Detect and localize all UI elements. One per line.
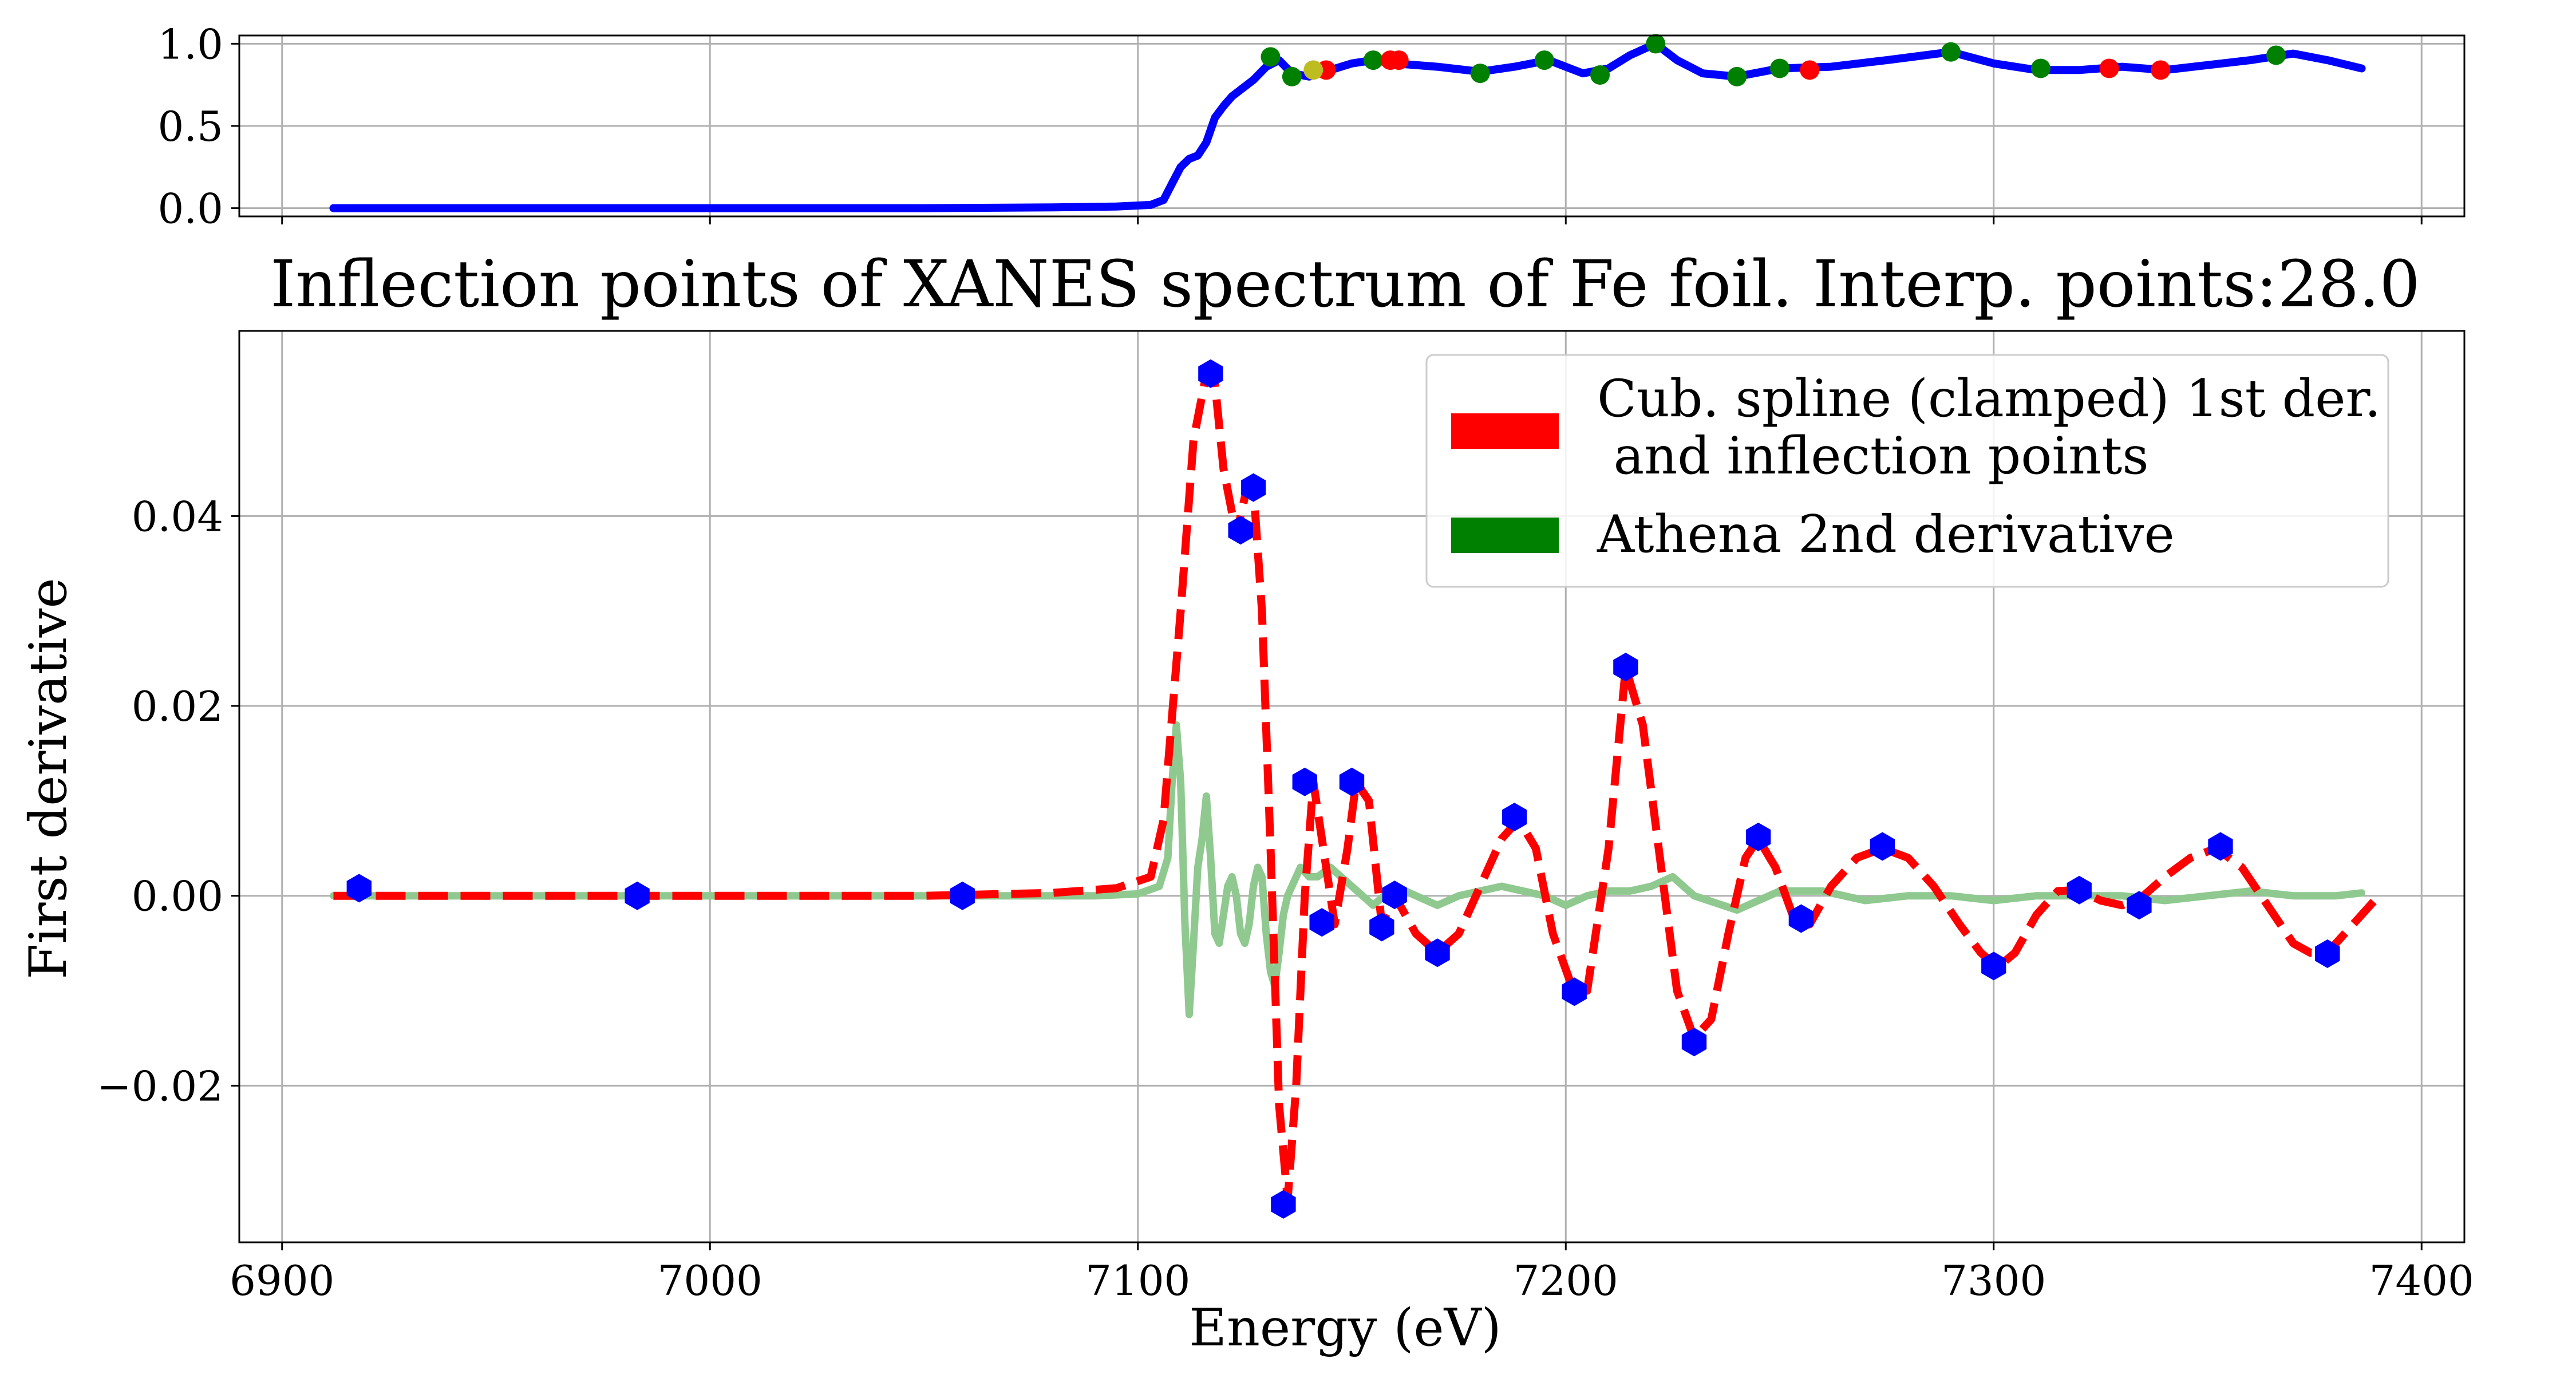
main-y-tick-label: −0.02 [97,1062,223,1110]
inflection-point-marker [2208,832,2233,861]
legend: Cub. spline (clamped) 1st der. and infle… [1425,354,2389,588]
main-axes-frame [238,330,2466,1243]
main-x-tick-label: 7400 [2369,1257,2474,1305]
inflection-point-marker [1746,822,1771,851]
top-y-tick-label: 1.0 [157,20,223,68]
spectrum-marker-point [2030,58,2050,78]
inflection-point-marker [950,881,975,910]
spectrum-marker-point [1303,60,1323,80]
inflection-point-marker [1228,516,1253,545]
main-y-ticks: −0.02 0.00 0.02 0.04 [97,492,239,1110]
inflection-point-marker [1613,653,1638,682]
legend-swatch-athena [1451,518,1559,553]
inflection-point-marker [1870,832,1895,861]
main-x-tick-label: 7200 [1514,1257,1618,1305]
top-points [1261,34,2286,86]
inflection-point-marker [1369,913,1394,942]
inflection-point-marker [1309,908,1334,937]
main-points [346,359,2340,1219]
spectrum-marker-point [1590,65,1610,85]
chart-title: Inflection points of XANES spectrum of F… [270,247,2420,322]
spectrum-marker-point [1389,50,1409,70]
spectrum-marker-point [2266,45,2286,65]
inflection-point-marker [1681,1028,1707,1057]
top-y-ticks: 0.0 0.5 1.0 [157,20,239,233]
spectrum-marker-point [1470,64,1490,84]
main-x-tick-label: 7100 [1085,1257,1190,1305]
spectrum-marker-point [1941,42,1961,62]
spectrum-marker-point [1646,34,1666,54]
athena-second-derivative-line [330,721,2366,1018]
legend-label-athena: Athena 2nd derivative [1597,504,2175,564]
legend-label-spline-line2: and inflection points [1597,426,2149,486]
inflection-point-marker [625,881,650,910]
spectrum-marker-point [1770,58,1789,78]
inflection-point-marker [1382,881,1407,910]
main-x-tick-label: 7300 [1941,1257,2046,1305]
first-derivative-panel: 6900 7000 7100 7200 7300 7400 −0.02 0.00 0.02 0.… [97,330,2474,1305]
inflection-point-marker [1292,767,1317,796]
spectrum-marker-point [1800,60,1820,80]
x-axis-label: Energy (eV) [1189,1298,1502,1358]
top-y-tick-label: 0.0 [157,185,223,233]
spectrum-marker-point [1282,66,1302,86]
inflection-point-marker [1502,803,1527,832]
main-x-tick-label: 7000 [658,1257,762,1305]
spectrum-marker-point [1363,50,1383,70]
inflection-point-marker [2127,891,2152,920]
inflection-point-marker [1562,977,1587,1006]
spectrum-marker-point [1261,47,1281,67]
inflection-point-marker [1271,1190,1296,1219]
spectrum-marker-point [2099,58,2119,78]
inflection-point-marker [2315,939,2340,968]
spectrum-marker-point [2151,60,2171,80]
inflection-point-marker [1788,904,1814,933]
inflection-point-marker [346,874,372,903]
legend-swatch-spline [1451,413,1559,449]
main-x-tick-label: 6900 [230,1257,334,1305]
legend-label-spline-line1: Cub. spline (clamped) 1st der. [1597,369,2381,429]
inflection-point-marker [1981,951,2006,981]
inflection-point-marker [1240,473,1266,502]
inflection-point-marker [2067,875,2092,905]
top-y-tick-label: 0.5 [157,102,223,151]
inflection-point-marker [1198,359,1223,388]
main-y-tick-label: 0.02 [132,682,223,731]
top-spectrum-panel: 0.0 0.5 1.0 [157,20,2466,233]
main-y-tick-label: 0.04 [132,492,223,540]
main-y-tick-label: 0.00 [132,872,223,921]
spectrum-marker-point [1534,50,1554,70]
spectrum-marker-point [1727,66,1747,86]
legend-box [1425,354,2389,588]
top-x-ticks [281,216,2423,224]
main-x-ticks: 6900 7000 7100 7200 7300 7400 [230,1242,2474,1305]
inflection-point-marker [1339,767,1365,796]
y-axis-label: First derivative [18,578,78,979]
inflection-point-marker [1425,938,1450,968]
